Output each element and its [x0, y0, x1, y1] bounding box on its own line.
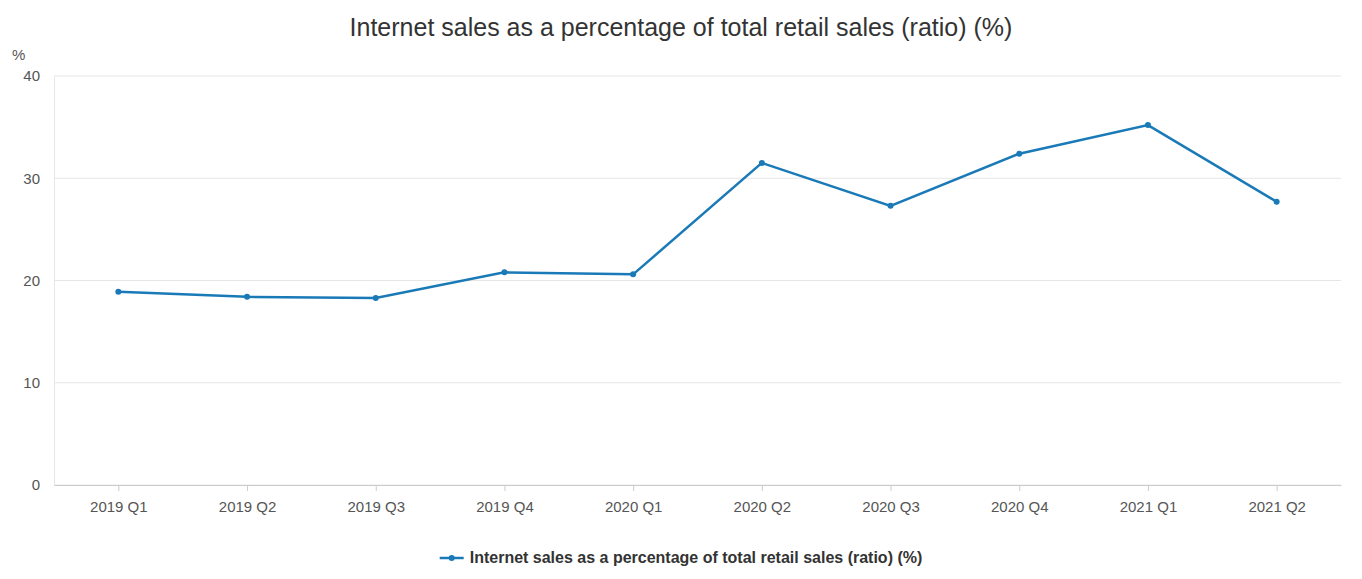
x-tick-label: 2020 Q3	[862, 498, 920, 515]
x-tick-mark	[376, 485, 377, 491]
title: Internet sales as a percentage of total …	[350, 13, 1013, 41]
x-tick-mark	[1277, 485, 1278, 491]
grid	[54, 76, 1341, 485]
grid-line	[54, 280, 1341, 281]
y-axis: 0 10 20 30 40	[23, 67, 54, 493]
y-tick: 40	[23, 67, 54, 84]
x-axis: 2019 Q1 2019 Q2 2019 Q3 2019 Q4 2020 Q1 2020 …	[55, 485, 1342, 515]
x-tick-label: 2019 Q4	[476, 498, 534, 515]
legend-label: Internet sales as a percentage of total …	[470, 549, 923, 566]
y-tick: 30	[23, 170, 54, 187]
x-tick-mark	[762, 485, 763, 491]
x-tick: 2019 Q2	[219, 485, 277, 515]
x-tick: 2019 Q4	[476, 485, 534, 515]
x-tick: 2020 Q4	[991, 485, 1049, 515]
y-tick-label: 0	[32, 476, 40, 493]
chart: Internet sales as a percentage of total …	[0, 0, 1362, 579]
x-tick-mark	[247, 485, 248, 491]
y-tick: 20	[23, 272, 54, 289]
y-tick: 0	[32, 476, 54, 493]
grid-line	[54, 178, 1341, 179]
series-marker	[501, 269, 507, 275]
series-marker	[373, 295, 379, 301]
x-tick-mark	[891, 485, 892, 491]
series-marker	[1274, 199, 1280, 205]
x-tick: 2020 Q1	[605, 485, 663, 515]
grid-line	[54, 76, 1341, 77]
series-marker	[888, 203, 894, 209]
series-marker	[1145, 122, 1151, 128]
x-tick-mark	[1148, 485, 1149, 491]
x-tick-label: 2020 Q1	[605, 498, 663, 515]
x-tick: 2020 Q3	[862, 485, 920, 515]
x-tick-mark	[504, 485, 505, 491]
y-label: %	[12, 46, 25, 63]
series-marker	[759, 160, 765, 166]
x-tick: 2019 Q3	[347, 485, 405, 515]
x-tick: 2021 Q2	[1248, 485, 1306, 515]
series-line	[118, 125, 1276, 298]
plot-area	[115, 122, 1279, 301]
x-tick-label: 2021 Q1	[1120, 498, 1178, 515]
y-tick-label: 30	[23, 170, 40, 187]
series-marker	[115, 289, 121, 295]
series-marker	[1016, 151, 1022, 157]
y-tick-label: 40	[23, 67, 40, 84]
x-tick-mark	[633, 485, 634, 491]
legend-swatch-marker	[449, 555, 455, 561]
x-tick: 2020 Q2	[734, 485, 792, 515]
y-tick-label: 20	[23, 272, 40, 289]
y-tick-label: 10	[23, 374, 40, 391]
series-marker	[244, 294, 250, 300]
x-tick-label: 2020 Q4	[991, 498, 1049, 515]
x-tick-label: 2019 Q3	[347, 498, 405, 515]
legend-item: Internet sales as a percentage of total …	[440, 549, 923, 566]
x-tick: 2019 Q1	[90, 485, 148, 515]
y-axis-line	[54, 77, 55, 486]
x-tick-mark	[1019, 485, 1020, 491]
grid-line	[54, 382, 1341, 383]
series-marker	[630, 271, 636, 277]
x-tick-label: 2019 Q2	[219, 498, 277, 515]
x-tick-label: 2021 Q2	[1248, 498, 1306, 515]
x-tick-label: 2019 Q1	[90, 498, 148, 515]
y-tick: 10	[23, 374, 54, 391]
x-tick: 2021 Q1	[1120, 485, 1178, 515]
legend: Internet sales as a percentage of total …	[440, 549, 923, 566]
x-tick-mark	[118, 485, 119, 491]
x-tick-label: 2020 Q2	[734, 498, 792, 515]
